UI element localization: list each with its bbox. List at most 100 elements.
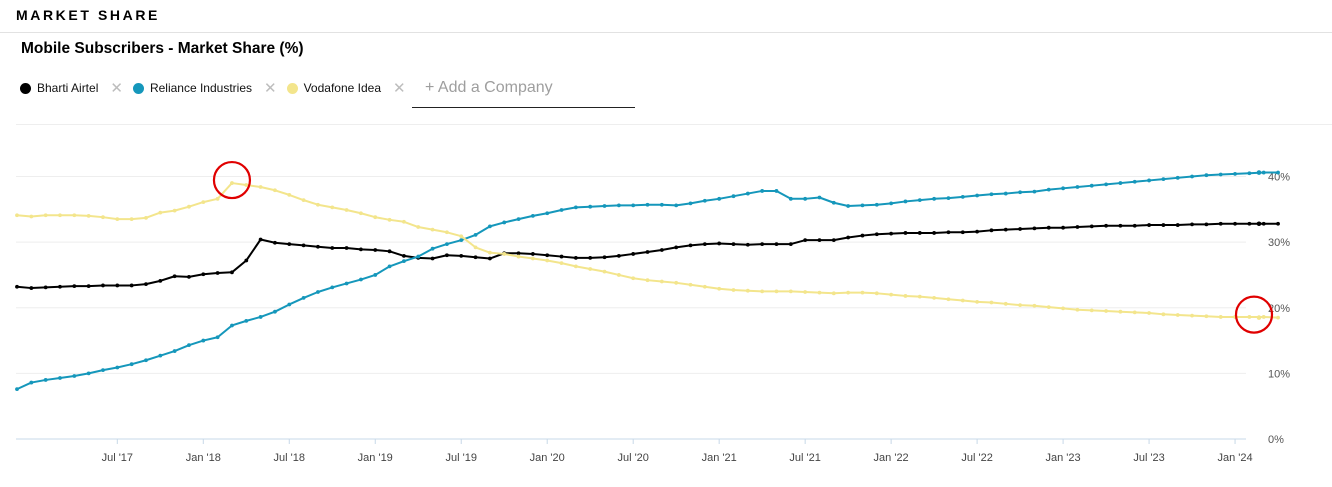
data-point	[559, 254, 564, 259]
data-point	[530, 256, 535, 261]
add-company-input[interactable]: + Add a Company	[412, 76, 635, 108]
data-point	[1089, 224, 1094, 229]
data-point	[860, 290, 865, 295]
data-point	[301, 243, 306, 248]
data-point	[445, 230, 449, 235]
data-point	[1218, 315, 1223, 319]
y-tick-label: 10%	[1268, 368, 1290, 380]
data-point	[115, 283, 120, 288]
data-point	[230, 181, 234, 185]
data-point	[889, 231, 894, 236]
data-point	[402, 254, 406, 258]
data-point	[144, 358, 148, 363]
data-point	[344, 246, 349, 250]
plot-top-divider	[16, 124, 1332, 125]
series-lines	[15, 170, 1280, 392]
data-point	[874, 232, 879, 237]
data-point	[373, 273, 378, 277]
data-point	[975, 229, 980, 234]
data-point	[1089, 308, 1094, 313]
data-point	[731, 194, 736, 199]
data-point	[1003, 227, 1008, 232]
data-point	[889, 201, 894, 206]
data-point	[58, 284, 62, 289]
data-point	[659, 248, 664, 252]
y-tick-label: 30%	[1268, 237, 1290, 249]
data-point	[588, 204, 593, 209]
data-point	[903, 199, 908, 204]
data-point	[831, 291, 836, 296]
data-point	[1018, 227, 1022, 231]
close-icon[interactable]: ✕	[110, 79, 123, 97]
data-point	[688, 282, 693, 287]
data-point	[473, 233, 478, 237]
data-point	[1104, 223, 1108, 228]
close-icon[interactable]: ✕	[264, 79, 277, 97]
data-point	[43, 213, 48, 218]
data-point	[702, 242, 707, 246]
data-point	[287, 242, 292, 246]
data-point	[344, 281, 349, 286]
data-point	[1061, 225, 1065, 230]
data-point	[129, 283, 134, 288]
data-point	[602, 269, 607, 274]
data-point	[760, 242, 765, 246]
legend-dot-vodafone-idea	[286, 82, 298, 94]
data-point	[788, 289, 793, 294]
data-point	[158, 353, 163, 358]
data-point	[659, 202, 664, 207]
legend-dot-reliance-industries	[132, 82, 144, 94]
data-point	[960, 230, 965, 235]
legend-label-reliance-industries: Reliance Industries	[149, 81, 252, 95]
data-point	[15, 387, 19, 392]
data-point	[573, 264, 578, 269]
data-point	[659, 279, 664, 284]
data-point	[1118, 223, 1123, 228]
data-point	[359, 211, 363, 216]
x-tick-label: Jul '22	[961, 452, 992, 464]
last-value-marker-vodafone-idea	[1256, 315, 1262, 320]
data-point	[1003, 191, 1008, 196]
close-icon[interactable]: ✕	[393, 79, 406, 97]
data-point	[817, 290, 822, 295]
data-point	[287, 192, 292, 197]
data-point	[1032, 226, 1037, 231]
data-point	[201, 338, 206, 343]
data-point	[989, 300, 994, 305]
data-point	[1190, 313, 1194, 318]
data-point	[344, 208, 349, 212]
data-point	[1161, 223, 1166, 227]
data-point	[702, 198, 707, 203]
data-point	[860, 203, 865, 208]
data-point	[545, 253, 550, 258]
data-point	[101, 368, 105, 372]
data-point	[373, 215, 378, 220]
data-point	[502, 252, 507, 256]
data-point	[115, 365, 120, 370]
data-point	[172, 208, 177, 213]
data-point	[1104, 182, 1108, 187]
data-point	[1032, 189, 1037, 194]
data-point	[1161, 177, 1166, 182]
x-tick-label: Jul '17	[102, 452, 133, 464]
data-point	[903, 294, 908, 298]
data-point	[1061, 186, 1065, 191]
x-tick-label: Jan '19	[358, 452, 393, 464]
data-point	[817, 195, 822, 200]
data-point	[1261, 315, 1266, 319]
data-point	[201, 200, 206, 204]
data-point	[416, 254, 421, 259]
data-point	[487, 224, 492, 229]
data-point	[187, 275, 191, 279]
data-point	[559, 208, 564, 212]
data-point	[273, 240, 277, 245]
y-tick-label: 0%	[1268, 434, 1284, 446]
data-point	[287, 302, 292, 307]
data-point	[230, 323, 234, 328]
data-point	[874, 291, 879, 296]
data-point	[115, 217, 120, 222]
data-point	[631, 276, 636, 281]
data-point	[316, 244, 320, 249]
data-point	[588, 255, 593, 260]
